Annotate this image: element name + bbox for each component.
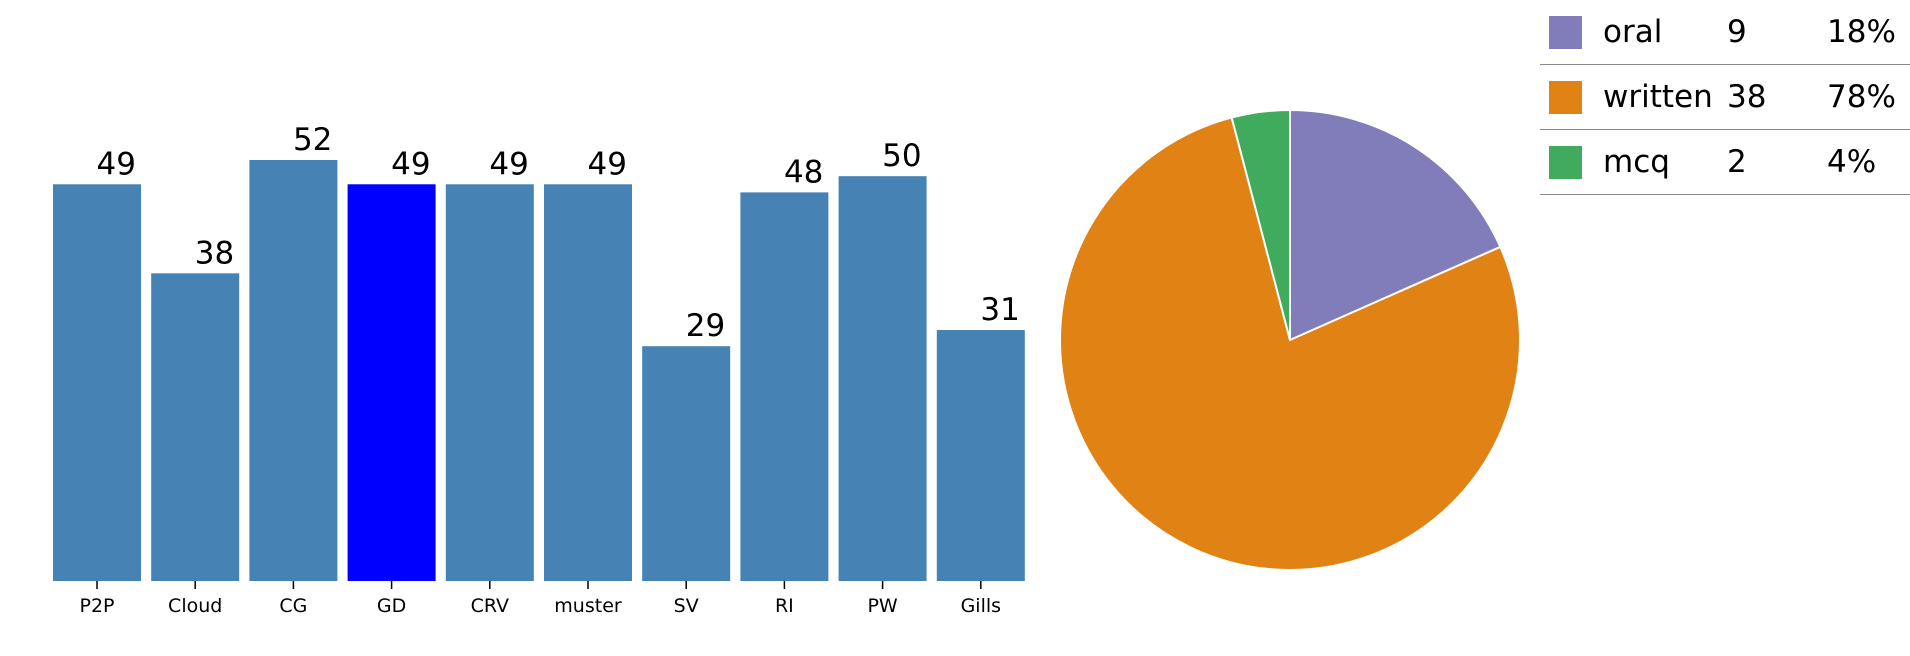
- x-tick-label: CRV: [471, 595, 509, 617]
- legend-percent: 18%: [1827, 0, 1910, 65]
- legend-percent: 4%: [1827, 129, 1910, 195]
- bar-chart: 49 38 52 49 49 49 29 48 50 31 P2P Cloud CG GD CRV must…: [53, 122, 1025, 617]
- legend-row: oral 9 18%: [1540, 0, 1910, 65]
- x-tick-label: GD: [377, 595, 406, 617]
- bar-cloud: [151, 273, 240, 581]
- legend-swatch: [1549, 15, 1582, 49]
- bars-group: 49 38 52 49 49 49 29 48 50 31: [53, 122, 1025, 582]
- bar-pw: [838, 176, 927, 581]
- bar-value-label: 49: [97, 146, 136, 182]
- legend-label: mcq: [1603, 129, 1727, 195]
- x-tick-label: P2P: [79, 595, 114, 617]
- x-tick-label: SV: [674, 595, 699, 617]
- x-tick-label: Cloud: [168, 595, 222, 617]
- bar-value-label: 50: [882, 138, 921, 174]
- bar-value-label: 38: [195, 235, 234, 271]
- bar-gd: [347, 184, 436, 582]
- legend-count: 9: [1727, 0, 1827, 65]
- legend-label: oral: [1603, 0, 1727, 65]
- x-tick-label: CG: [279, 595, 307, 617]
- legend-count: 2: [1727, 129, 1827, 195]
- bar-value-label: 49: [588, 146, 627, 182]
- x-tick-label: RI: [775, 595, 794, 617]
- x-tick-label: PW: [867, 595, 897, 617]
- bar-crv: [445, 184, 534, 582]
- bar-value-label: 49: [489, 146, 528, 182]
- bar-value-label: 31: [980, 292, 1019, 328]
- bar-gills: [936, 330, 1025, 581]
- bar-p2p: [53, 184, 141, 582]
- legend-swatch: [1549, 145, 1582, 179]
- bar-cg: [249, 160, 338, 581]
- x-axis: P2P Cloud CG GD CRV muster SV RI PW Gills: [79, 581, 1001, 617]
- x-tick-label: Gills: [961, 595, 1001, 617]
- bar-value-label: 52: [293, 122, 332, 158]
- pie-slices: [1059, 108, 1521, 571]
- pie-slice-oral: [1289, 108, 1502, 342]
- legend-count: 38: [1727, 64, 1827, 130]
- pie-chart: [1059, 108, 1521, 571]
- bar-muster: [544, 184, 632, 582]
- bar-ri: [740, 192, 829, 581]
- x-tick-label: muster: [554, 595, 622, 617]
- bar-value-label: 48: [784, 154, 823, 190]
- bar-sv: [642, 346, 731, 581]
- legend-percent: 78%: [1827, 64, 1910, 130]
- legend-row: written 38 78%: [1540, 64, 1910, 130]
- legend-row: mcq 2 4%: [1540, 129, 1910, 195]
- pie-slice-written: [1059, 116, 1521, 571]
- pie-legend: oral 9 18% written 38 78% mcq 2 4%: [1540, 0, 1910, 195]
- legend-label: written: [1603, 64, 1727, 130]
- legend-swatch: [1549, 80, 1582, 114]
- pie-slice-mcq: [1230, 108, 1291, 341]
- bar-value-label: 29: [686, 308, 725, 344]
- bar-value-label: 49: [391, 146, 430, 182]
